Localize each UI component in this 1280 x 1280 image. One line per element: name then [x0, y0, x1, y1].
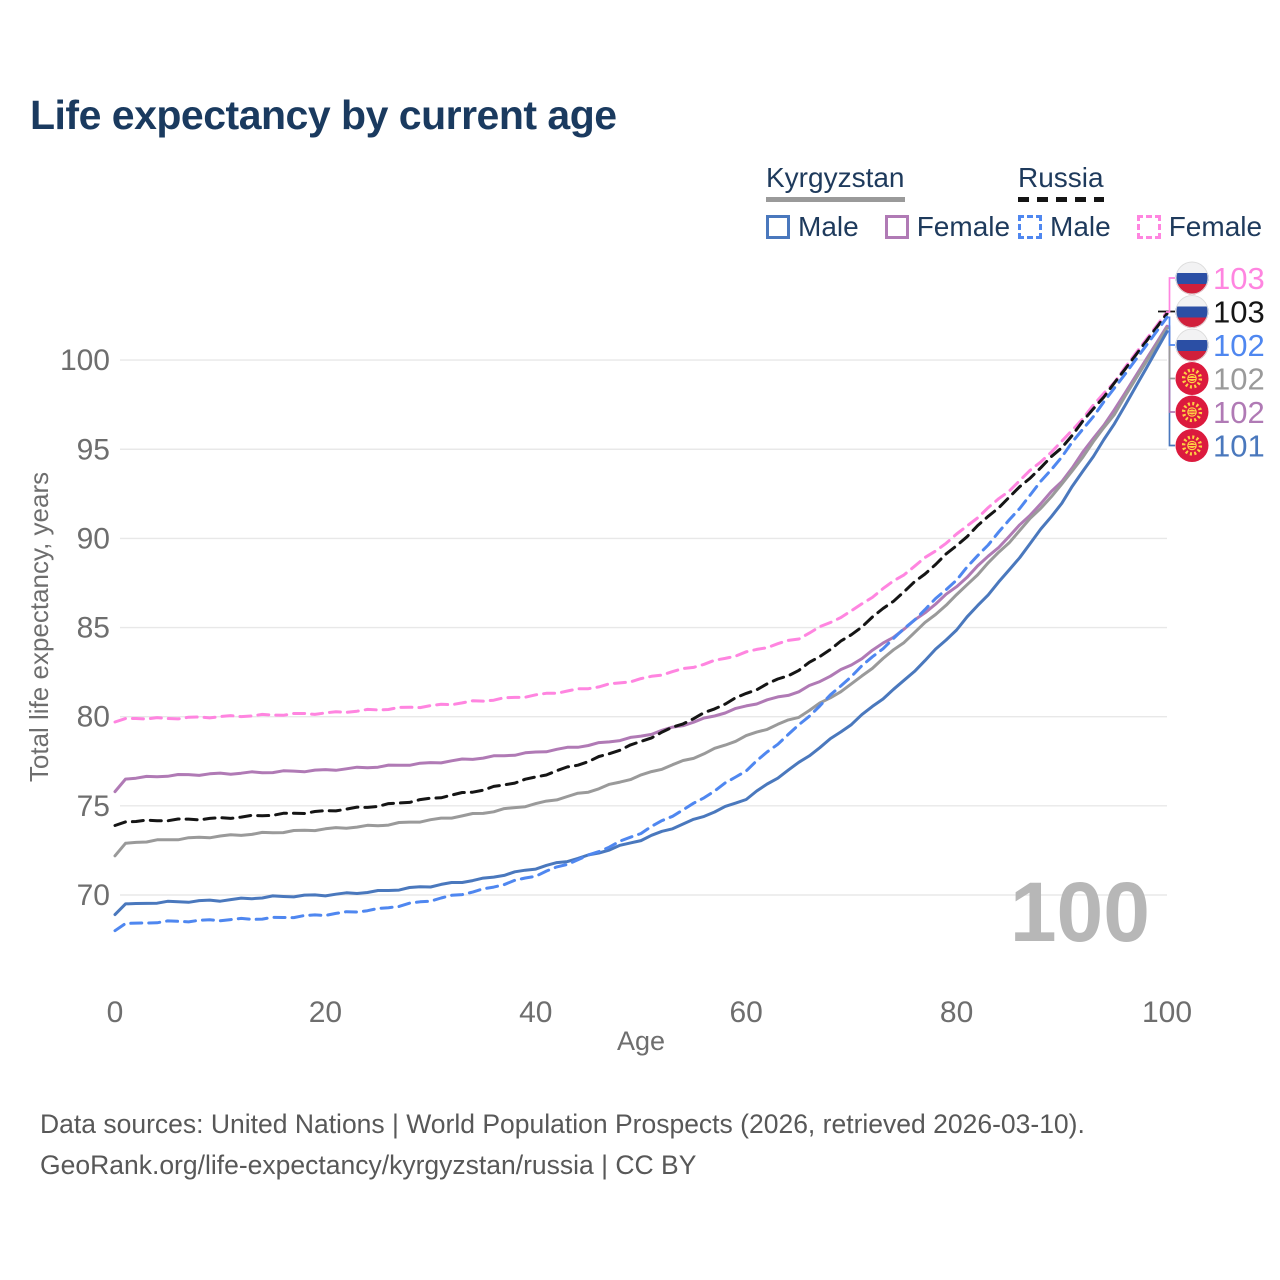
- page-title: Life expectancy by current age: [30, 92, 617, 138]
- legend-item-russia-female[interactable]: Female: [1136, 211, 1263, 243]
- life-expectancy-line-chart: 70 75 80 85 90 95 100 0 20 40 60 80 100 Age Total life…: [24, 261, 1265, 1056]
- y-tick-label-80: 80: [77, 701, 110, 734]
- age-cursor-watermark: 100: [1010, 865, 1150, 959]
- legend-items-russia: Male Female: [1018, 211, 1262, 243]
- legend-item-label: Male: [1050, 211, 1111, 242]
- line-russia-male[interactable]: [113, 315, 1169, 933]
- x-tick-label-60: 60: [730, 996, 763, 1029]
- y-tick-label-100: 100: [60, 344, 110, 377]
- y-tick-label-75: 75: [77, 790, 110, 823]
- line-kyrgyzstan-female[interactable]: [113, 324, 1169, 794]
- end-connector-russia-female: [1166, 277, 1175, 313]
- x-tick-label-40: 40: [519, 996, 552, 1029]
- line-kyrgyzstan-all[interactable]: [113, 326, 1169, 858]
- x-tick-label-0: 0: [107, 996, 124, 1029]
- x-tick-label-20: 20: [309, 996, 342, 1029]
- legend-item-kyrgyzstan-male[interactable]: Male: [766, 211, 859, 243]
- end-connector-kyrgyzstan-female: [1166, 325, 1175, 413]
- kyrgyzstan-male-swatch-icon: [766, 215, 790, 239]
- x-tick-label-80: 80: [940, 996, 973, 1029]
- line-kyrgyzstan-male[interactable]: [113, 330, 1169, 917]
- legend-item-russia-male[interactable]: Male: [1018, 211, 1111, 243]
- end-value-label-kyrgyzstan-female[interactable]: 102: [1213, 395, 1265, 430]
- y-tick-label-70: 70: [77, 879, 110, 912]
- end-connector-kyrgyzstan-all: [1166, 327, 1175, 380]
- legend-underline-russia-dashed-line: [1018, 197, 1104, 202]
- footer-source-url[interactable]: GeoRank.org/life-expectancy/kyrgyzstan/r…: [40, 1150, 697, 1180]
- x-axis-title: Age: [617, 1026, 665, 1056]
- legend-item-kyrgyzstan-female[interactable]: Female: [884, 211, 1011, 243]
- end-value-label-russia-all[interactable]: 103: [1213, 295, 1265, 330]
- footer: Data sources: United Nations | World Pop…: [40, 1104, 1085, 1186]
- legend-item-label: Male: [798, 211, 859, 242]
- russia-flag-icon: [1175, 261, 1209, 295]
- end-value-label-kyrgyzstan-all[interactable]: 102: [1213, 362, 1265, 397]
- kyrgyzstan-flag-icon: [1175, 429, 1209, 462]
- russia-male-swatch-icon: [1018, 215, 1042, 239]
- x-tick-label-100: 100: [1142, 996, 1192, 1029]
- legend-country-russia[interactable]: Russia: [1018, 162, 1104, 202]
- legend-item-label: Female: [916, 211, 1011, 242]
- y-tick-label-85: 85: [77, 612, 110, 645]
- kyrgyzstan-flag-icon: [1175, 395, 1209, 429]
- y-tick-label-90: 90: [77, 522, 110, 555]
- end-connector-russia-male: [1166, 316, 1175, 346]
- legend-country-russia-label: Russia: [1018, 162, 1104, 193]
- end-value-label-russia-male[interactable]: 102: [1213, 328, 1265, 363]
- end-value-label-russia-female[interactable]: 103: [1213, 261, 1265, 296]
- legend-underline-kyrgyzstan-solid-line: [766, 197, 905, 202]
- russia-flag-icon: [1175, 295, 1209, 328]
- end-connector-kyrgyzstan-male: [1166, 330, 1175, 447]
- legend-group-russia: Russia Male Female: [1018, 162, 1262, 243]
- footer-data-sources: Data sources: United Nations | World Pop…: [40, 1109, 1085, 1139]
- kyrgyzstan-female-swatch-icon: [884, 215, 909, 239]
- end-value-label-kyrgyzstan-male[interactable]: 101: [1213, 429, 1265, 464]
- line-russia-all[interactable]: [113, 312, 1169, 827]
- legend-item-label: Female: [1168, 211, 1263, 242]
- legend-group-kyrgyzstan: Kyrgyzstan Male Female: [766, 162, 1010, 243]
- y-tick-label-95: 95: [77, 433, 110, 466]
- russia-flag-icon: [1175, 328, 1209, 362]
- legend-country-kyrgyzstan-label: Kyrgyzstan: [766, 162, 905, 193]
- legend-items-kyrgyzstan: Male Female: [766, 211, 1010, 243]
- y-axis-title: Total life expectancy, years: [24, 472, 54, 782]
- legend-country-kyrgyzstan[interactable]: Kyrgyzstan: [766, 162, 905, 202]
- kyrgyzstan-flag-icon: [1175, 362, 1209, 395]
- russia-female-swatch-icon: [1136, 215, 1161, 239]
- line-russia-female[interactable]: [113, 310, 1169, 724]
